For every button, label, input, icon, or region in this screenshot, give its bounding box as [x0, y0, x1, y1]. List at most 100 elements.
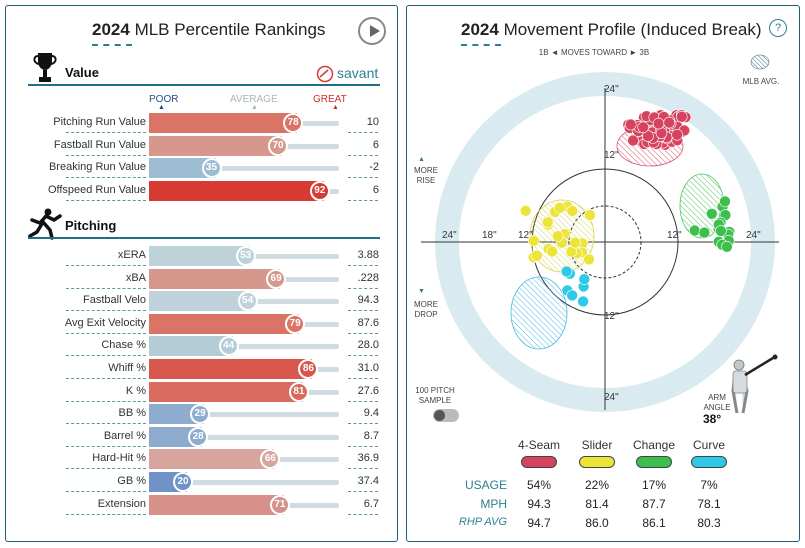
pitching-row-label: BB % — [118, 407, 146, 420]
value-row-label: Pitching Run Value — [53, 116, 146, 128]
pitch-dot-slider[interactable] — [541, 216, 554, 229]
pitch-toggle-pill[interactable] — [691, 456, 727, 468]
value-divider — [348, 154, 378, 156]
pitch-dot-4-seam[interactable] — [642, 130, 654, 142]
pitch-dot-change[interactable] — [715, 225, 727, 237]
percentile-title: 2024 MLB Percentile Rankings — [92, 20, 326, 39]
pitch-dot-4-seam[interactable] — [675, 111, 688, 123]
pitch-dot-slider[interactable] — [584, 209, 596, 221]
percentile-bar — [149, 313, 300, 334]
pitching-section-divider — [28, 237, 380, 239]
percentile-bubble[interactable]: 54 — [237, 291, 258, 312]
row-divider — [66, 400, 146, 402]
percentile-bubble[interactable]: 71 — [269, 494, 290, 515]
arm-angle-label: ARM ANGLE — [703, 393, 731, 412]
value-row-label: Offspeed Run Value — [47, 183, 146, 196]
percentile-bubble[interactable]: 44 — [218, 336, 239, 357]
pitching-row-value: 94.3 — [357, 294, 379, 307]
percentile-bubble[interactable]: 69 — [266, 268, 287, 289]
pitch-dot-slider[interactable] — [554, 202, 566, 214]
more-drop-arrow: ▼ — [418, 288, 425, 295]
mlb-average-label: MLB AVG. — [742, 77, 780, 86]
pitch-dot-4-seam[interactable] — [627, 134, 639, 147]
pitching-section-heading: Pitching — [65, 218, 117, 233]
play-button[interactable] — [358, 17, 386, 45]
pitch-dot-slider[interactable] — [551, 230, 564, 242]
pitch-dot-change[interactable] — [698, 226, 711, 239]
pitch-dot-slider[interactable] — [531, 249, 543, 262]
pitch-rhp-avg-value: 94.7 — [527, 516, 551, 530]
value-row-value: 10 — [366, 116, 379, 128]
percentile-bubble[interactable]: 28 — [188, 426, 209, 447]
pitch-dot-curve[interactable] — [578, 273, 591, 286]
percentile-bubble[interactable]: 35 — [201, 158, 222, 179]
pitch-dot-4-seam[interactable] — [671, 129, 683, 141]
savant-label: savant — [337, 65, 379, 81]
percentile-track — [149, 480, 339, 485]
pitching-row-label: xBA — [125, 271, 146, 284]
percentile-track — [149, 434, 339, 440]
help-button[interactable]: ? — [769, 19, 787, 37]
pitch-dot-slider[interactable] — [519, 205, 532, 217]
row-usage-label: USAGE — [464, 478, 507, 492]
percentile-bubble[interactable]: 86 — [298, 359, 319, 379]
axis-label-left-12: 12" — [518, 230, 533, 241]
scale-average-label: AVERAGE — [230, 94, 278, 105]
pitch-toggle-pill[interactable] — [521, 456, 557, 468]
percentile-bubble[interactable]: 20 — [173, 472, 193, 492]
percentile-bubble[interactable]: 92 — [309, 180, 330, 201]
percentile-bubble[interactable]: 66 — [260, 449, 281, 470]
pitch-sample-toggle[interactable] — [433, 409, 459, 422]
axis-label-left-24: 24" — [442, 230, 457, 241]
value-divider — [348, 378, 378, 379]
percentile-bubble[interactable]: 70 — [268, 135, 288, 156]
pitch-dot-slider[interactable] — [569, 236, 581, 249]
pitching-row-value: 3.88 — [357, 249, 379, 261]
pitch-dot-slider[interactable] — [528, 235, 540, 247]
pitching-row-label: Hard-Hit % — [92, 452, 146, 465]
scale-great-label: GREAT — [313, 94, 347, 105]
pitch-dot-curve[interactable] — [566, 289, 578, 302]
pitch-dot-change[interactable] — [705, 208, 718, 220]
percentile-bubble[interactable]: 81 — [288, 381, 309, 402]
pitching-row-value: .228 — [357, 271, 379, 284]
value-section-divider — [28, 84, 380, 86]
percentile-bubble[interactable]: 29 — [190, 404, 211, 425]
percentile-bubble[interactable]: 78 — [283, 113, 304, 133]
pitch-dot-curve[interactable] — [577, 295, 589, 308]
pitch-dot-change[interactable] — [688, 224, 701, 237]
pitch-dot-slider[interactable] — [583, 253, 595, 266]
pitch-rhp-avg-value: 80.3 — [697, 516, 721, 530]
pitching-row-value: 36.9 — [357, 452, 379, 465]
pitch-dot-slider[interactable] — [566, 205, 579, 217]
pitch-dot-4-seam[interactable] — [652, 117, 665, 130]
pitch-dot-change[interactable] — [719, 195, 731, 208]
pitch-rhp-avg-value: 86.0 — [585, 516, 609, 530]
percentile-rankings-panel: 2024 MLB Percentile Rankings Value savan… — [5, 5, 398, 542]
percentile-bar — [149, 158, 216, 179]
pitch-dot-change[interactable] — [721, 241, 733, 253]
pitcher-icon — [28, 208, 62, 240]
axis-label-bottom-12: 12" — [604, 311, 619, 322]
value-row-value: -2 — [369, 161, 379, 174]
percentile-track — [149, 412, 339, 418]
pitch-dot-curve[interactable] — [560, 265, 573, 278]
pitch-dot-4-seam[interactable] — [637, 121, 649, 134]
pitch-toggle-pill[interactable] — [636, 456, 672, 468]
pitching-row-label: K % — [125, 384, 146, 397]
arm-angle-figure-icon — [731, 354, 778, 414]
value-row-value: 6 — [372, 138, 379, 151]
pitch-usage-value: 54% — [526, 478, 552, 492]
percentile-bubble[interactable]: 79 — [285, 313, 306, 334]
percentile-bar — [149, 246, 250, 266]
axis-label-right-12: 12" — [667, 230, 682, 241]
percentile-bubble[interactable]: 53 — [235, 246, 256, 266]
value-row-value: 6 — [372, 183, 379, 196]
pitch-dot-4-seam[interactable] — [624, 118, 637, 131]
scale-poor-marker: ▲ — [158, 104, 165, 111]
pitch-dot-4-seam[interactable] — [663, 116, 676, 129]
pitching-row-value: 28.0 — [357, 339, 379, 352]
value-divider — [348, 132, 378, 133]
pitch-dot-slider[interactable] — [546, 245, 558, 258]
pitch-toggle-pill[interactable] — [579, 456, 615, 468]
